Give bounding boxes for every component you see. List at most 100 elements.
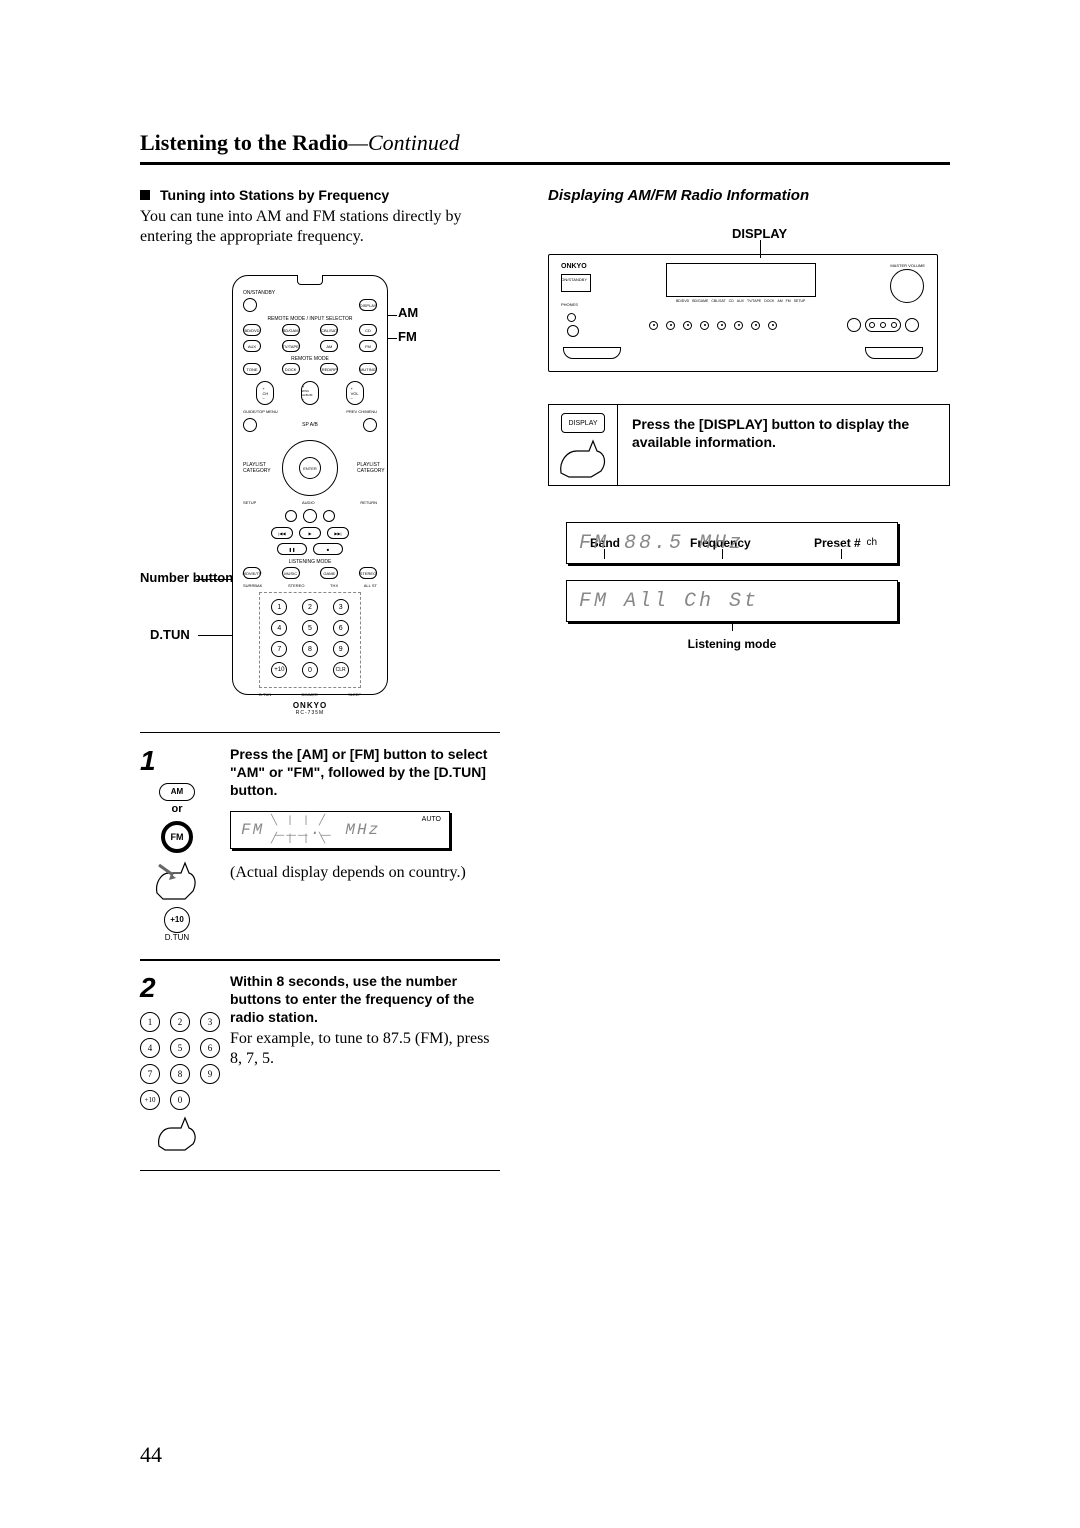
- hand-press-icon: [151, 855, 203, 901]
- return-button: [323, 510, 335, 522]
- remote-button: DOCK: [282, 363, 300, 375]
- num-icon: +10: [140, 1090, 160, 1110]
- device-buttons-row: [649, 321, 777, 330]
- num-icon: 4: [140, 1038, 160, 1058]
- remote-notch-icon: [297, 275, 323, 285]
- ch-rocker: +CH−: [256, 381, 274, 405]
- small-knob: [567, 325, 579, 337]
- num-button: 5: [302, 620, 318, 636]
- remote-button: GAME: [320, 567, 338, 579]
- lcd-dashes: -- --: [835, 541, 850, 551]
- remote-label: PREV CH/MENU: [346, 409, 377, 414]
- num-icon: 8: [170, 1064, 190, 1084]
- num-button: 6: [333, 620, 349, 636]
- phones-label: PHONES: [561, 302, 591, 307]
- enter-button: ENTER: [299, 457, 321, 479]
- hand-press-icon: [555, 435, 611, 479]
- remote-button: TONE: [243, 363, 261, 375]
- step-2: 2 1 2 3 4 5 6 7 8 9 +10 0: [140, 959, 500, 1171]
- dpad: ENTER: [282, 440, 338, 496]
- callout-fm: FM: [398, 329, 417, 344]
- lcd-ch: ch: [866, 537, 877, 548]
- lcd-text: FM All Ch St: [579, 590, 759, 613]
- remote-label: PLAYLIST CATEGORY: [357, 462, 377, 474]
- remote-label: STEREO: [288, 583, 304, 588]
- device-figure: DISPLAY ONKYO ON/STANDBY PHONES: [548, 226, 950, 386]
- standby-label: MASTER VOLUME: [890, 263, 925, 268]
- num-button: 0: [302, 662, 318, 678]
- display-callout: DISPLAY: [732, 226, 787, 241]
- callout-number-buttons: Number buttons: [140, 570, 240, 586]
- remote-label: SURRBAK: [243, 583, 262, 588]
- num-button: +10: [271, 662, 287, 678]
- step-number: 1: [140, 745, 214, 777]
- remote-label: PLAYLIST CATEGORY: [243, 462, 263, 474]
- tuning-knob: [847, 318, 861, 332]
- num-icon: 3: [200, 1012, 220, 1032]
- device-button-dot: [683, 321, 692, 330]
- callout-dtun: D.TUN: [150, 627, 190, 642]
- press-display-box: DISPLAY Press the [DISPLAY] button to di…: [548, 404, 950, 486]
- device-button-dot: [717, 321, 726, 330]
- remote-brand: ONKYO RC-735M: [243, 701, 377, 716]
- num-icon: 2: [170, 1012, 190, 1032]
- num-icon: 6: [200, 1038, 220, 1058]
- remote-body: ON/STANDBY DISPLAY REMOTE MODE / INPUT S…: [232, 275, 388, 695]
- standby-button: ON/STANDBY: [561, 274, 591, 292]
- section-heading: Tuning into Stations by Frequency: [160, 187, 389, 203]
- remote-button: MOVIE/TV: [243, 567, 261, 579]
- remote-button: CBL/SAT: [320, 324, 338, 336]
- num-button: 7: [271, 641, 287, 657]
- remote-button: MUSIC: [282, 567, 300, 579]
- disc-rocker: +DISC ALBUM−: [301, 381, 319, 405]
- device-button-dot: [751, 321, 760, 330]
- lcd-display-1: FM 88.5 MHz -- -- ch: [566, 522, 898, 564]
- model-text: RC-735M: [243, 710, 377, 716]
- volume-knob: [890, 269, 924, 303]
- remote-label: RETURN: [360, 500, 377, 505]
- setup-button: [285, 510, 297, 522]
- clr-button: CLR: [333, 662, 349, 678]
- power-button: [243, 298, 257, 312]
- fm-button: FM: [359, 340, 377, 352]
- num-button: 1: [271, 599, 287, 615]
- device-foot: [563, 347, 621, 359]
- num-button: 2: [302, 599, 318, 615]
- play-button: ▶: [299, 527, 321, 539]
- nav-pad: [865, 318, 901, 332]
- remote-label: D.TUN: [259, 692, 271, 697]
- remote-button: STEREO: [359, 567, 377, 579]
- menu-button: [363, 418, 377, 432]
- remote-button: BD/DVD: [243, 324, 261, 336]
- remote-label: DIMMER: [302, 692, 318, 697]
- num-icon: 1: [140, 1012, 160, 1032]
- listening-mode-label: LISTENING MODE: [243, 559, 377, 565]
- prev-track-button: |◀◀: [271, 527, 293, 539]
- page-title-row: Listening to the Radio—Continued: [140, 130, 950, 156]
- section-intro: You can tune into AM and FM stations dir…: [140, 207, 500, 247]
- remote-label: REMOTE MODE: [243, 356, 377, 362]
- plus10-button-icon: +10: [164, 907, 190, 933]
- number-grid: 1 2 3 4 5 6 7 8: [259, 592, 361, 688]
- page-title-suffix: —Continued: [348, 130, 459, 155]
- am-button-icon: AM: [159, 783, 195, 801]
- listening-mode-label: Listening mode: [566, 637, 898, 651]
- device-screen: [666, 263, 816, 297]
- device-button-dot: [768, 321, 777, 330]
- press-display-text: Press the [DISPLAY] button to display th…: [618, 405, 949, 485]
- callout-am: AM: [398, 305, 418, 320]
- step1-note: (Actual display depends on country.): [230, 863, 490, 883]
- step-1: 1 AM or FM +10 D.TUN Press the [AM]: [140, 732, 500, 961]
- remote-label: ALL ST: [364, 583, 377, 588]
- remote-label: REMOTE MODE / INPUT SELECTOR: [243, 316, 377, 322]
- num-icon: 9: [200, 1064, 220, 1084]
- num-icon: 0: [170, 1090, 190, 1110]
- am-button: AM: [320, 340, 338, 352]
- square-bullet-icon: [140, 190, 150, 200]
- device-button-dot: [734, 321, 743, 330]
- step2-body: For example, to tune to 87.5 (FM), press…: [230, 1029, 490, 1069]
- num-button: 9: [333, 641, 349, 657]
- remote-button: MUTING: [359, 363, 377, 375]
- vol-rocker: +VOL−: [346, 381, 364, 405]
- num-button: 4: [271, 620, 287, 636]
